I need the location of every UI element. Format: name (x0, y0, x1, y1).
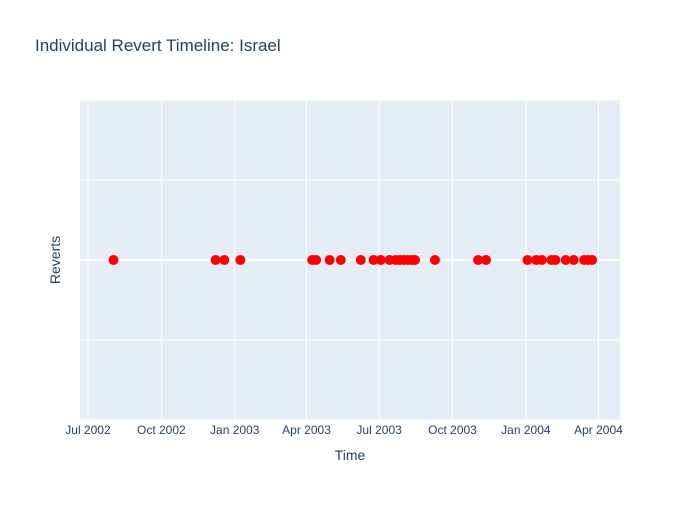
data-point[interactable] (324, 255, 335, 265)
data-point[interactable] (536, 255, 547, 265)
data-point[interactable] (219, 255, 230, 265)
data-point[interactable] (587, 255, 598, 265)
data-point[interactable] (410, 255, 421, 265)
data-point[interactable] (210, 255, 221, 265)
data-point[interactable] (473, 255, 484, 265)
data-point[interactable] (335, 255, 346, 265)
data-point[interactable] (480, 255, 491, 265)
data-point[interactable] (235, 255, 246, 265)
data-point[interactable] (522, 255, 533, 265)
data-point[interactable] (429, 255, 440, 265)
data-point[interactable] (368, 255, 379, 265)
data-markers (108, 255, 598, 265)
x-tick-label: Apr 2004 (574, 423, 623, 437)
data-point[interactable] (560, 255, 571, 265)
x-tick-label: Oct 2003 (428, 423, 477, 437)
data-point[interactable] (568, 255, 579, 265)
chart-title: Individual Revert Timeline: Israel (35, 36, 281, 55)
data-point[interactable] (550, 255, 561, 265)
data-point[interactable] (375, 255, 386, 265)
x-tick-label: Jan 2004 (501, 423, 551, 437)
y-axis-label: Reverts (47, 236, 63, 284)
data-point[interactable] (311, 255, 322, 265)
x-tick-label: Jan 2003 (210, 423, 260, 437)
x-tick-label: Apr 2003 (282, 423, 331, 437)
data-point[interactable] (355, 255, 366, 265)
x-tick-label: Oct 2002 (137, 423, 186, 437)
data-point[interactable] (108, 255, 119, 265)
x-tick-labels: Jul 2002 Oct 2002 Jan 2003 Apr 2003 Jul 2003… (65, 423, 623, 437)
x-tick-label: Jul 2003 (356, 423, 402, 437)
x-tick-label: Jul 2002 (65, 423, 111, 437)
x-axis-label: Time (335, 447, 366, 463)
